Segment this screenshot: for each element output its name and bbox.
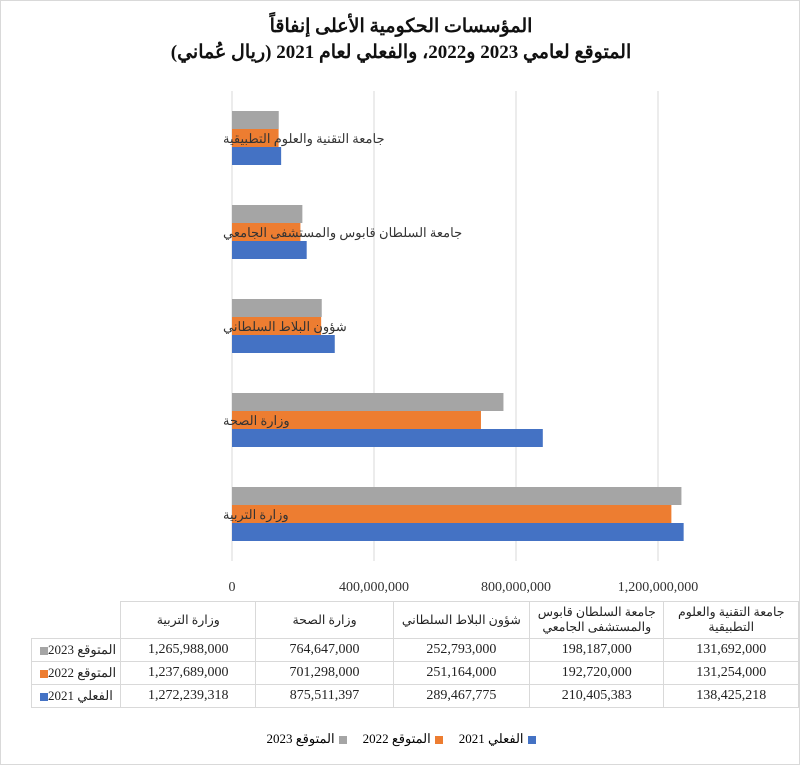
table-cell: 210,405,383 <box>528 684 665 708</box>
series-label: المتوقع 2022 <box>48 665 117 680</box>
x-tick-label: 1,200,000,000 <box>618 580 699 595</box>
table-cell: 251,164,000 <box>392 661 530 685</box>
category-label: وزارة التربية <box>223 507 289 523</box>
table-row: المتوقع 2022 1,237,689,000 701,298,000 251,… <box>30 661 799 685</box>
x-tick-label: 0 <box>229 580 236 595</box>
bar <box>232 205 303 223</box>
table-cell: 875,511,397 <box>255 684 394 708</box>
data-table: وزارة التربية وزارة الصحة شؤون البلاط السل… <box>30 601 799 708</box>
legend-item: المتوقع 2023 <box>266 731 347 746</box>
legend-item: المتوقع 2022 <box>363 731 443 746</box>
legend-label: المتوقع 2023 <box>266 731 335 746</box>
table-cell: 192,720,000 <box>528 661 665 685</box>
bar <box>232 411 481 429</box>
series-label: المتوقع 2023 <box>48 642 117 657</box>
bar <box>232 429 543 447</box>
table-cell: 131,692,000 <box>663 638 799 662</box>
bar <box>232 523 684 541</box>
table-cell: 1,272,239,318 <box>120 684 257 708</box>
table-header: شؤون البلاط السلطاني <box>392 601 530 639</box>
table-cell: 289,467,775 <box>392 684 530 708</box>
category-label: شؤون البلاط السلطاني <box>223 319 347 335</box>
bar <box>232 393 504 411</box>
legend-swatch <box>527 736 536 745</box>
table-cell: 1,265,988,000 <box>120 638 257 662</box>
bar <box>232 129 279 147</box>
legend-item: الفعلي 2021 <box>459 731 536 746</box>
bar <box>232 299 322 317</box>
table-cell: 1,237,689,000 <box>120 661 257 685</box>
category-label: وزارة الصحة <box>223 413 290 429</box>
x-tick-label: 400,000,000 <box>339 580 409 595</box>
bar <box>232 335 335 353</box>
table-row: المتوقع 2023 1,265,988,000 764,647,000 252,… <box>30 638 799 662</box>
bar <box>232 111 279 129</box>
bar-chart: 0 400,000,000 800,000,000 1,200,000,000 جامع… <box>223 91 699 595</box>
table-header: وزارة الصحة <box>255 601 394 639</box>
bar <box>232 147 282 165</box>
bar <box>232 317 322 335</box>
table-cell: 764,647,000 <box>255 638 394 662</box>
table-header: وزارة التربية <box>120 601 257 639</box>
table-cell: 131,254,000 <box>663 661 799 685</box>
bar <box>232 487 682 505</box>
table-cell: 252,793,000 <box>392 638 530 662</box>
table-header-row: وزارة التربية وزارة الصحة شؤون البلاط السل… <box>31 601 799 639</box>
legend-swatch <box>40 693 48 702</box>
chart-title: المؤسسات الحكومية الأعلى إنفاقاً <box>269 16 533 37</box>
table-cell: 701,298,000 <box>255 661 394 685</box>
bar <box>232 241 307 259</box>
legend-label: الفعلي 2021 <box>458 731 524 746</box>
category-label: جامعة التقنية والعلوم التطبيقية <box>223 131 385 147</box>
series-label: الفعلي 2021 <box>48 688 113 703</box>
chart-subtitle: المتوقع لعامي 2023 و2022، والفعلي لعام 2… <box>170 42 632 63</box>
table-cell: 198,187,000 <box>528 638 665 662</box>
x-tick-label: 800,000,000 <box>481 580 551 595</box>
category-label: جامعة السلطان قابوس والمستشفى الجامعي <box>223 225 462 241</box>
legend-swatch <box>338 736 347 745</box>
table-cell: 138,425,218 <box>663 684 799 708</box>
table-row: الفعلي 2021 1,272,239,318 875,511,397 289,4… <box>30 684 799 708</box>
legend: الفعلي 2021 المتوقع 2022 المتوقع 2023 <box>1 731 799 747</box>
bar <box>232 505 672 523</box>
legend-label: المتوقع 2022 <box>362 731 431 746</box>
table-header: جامعة التقنية والعلوم التطبيقية <box>663 601 799 639</box>
legend-swatch <box>434 736 443 745</box>
legend-swatch <box>40 647 48 656</box>
bar <box>232 223 301 241</box>
table-header: جامعة السلطان قابوس والمستشفى الجامعي <box>528 601 665 639</box>
legend-swatch <box>40 670 48 679</box>
